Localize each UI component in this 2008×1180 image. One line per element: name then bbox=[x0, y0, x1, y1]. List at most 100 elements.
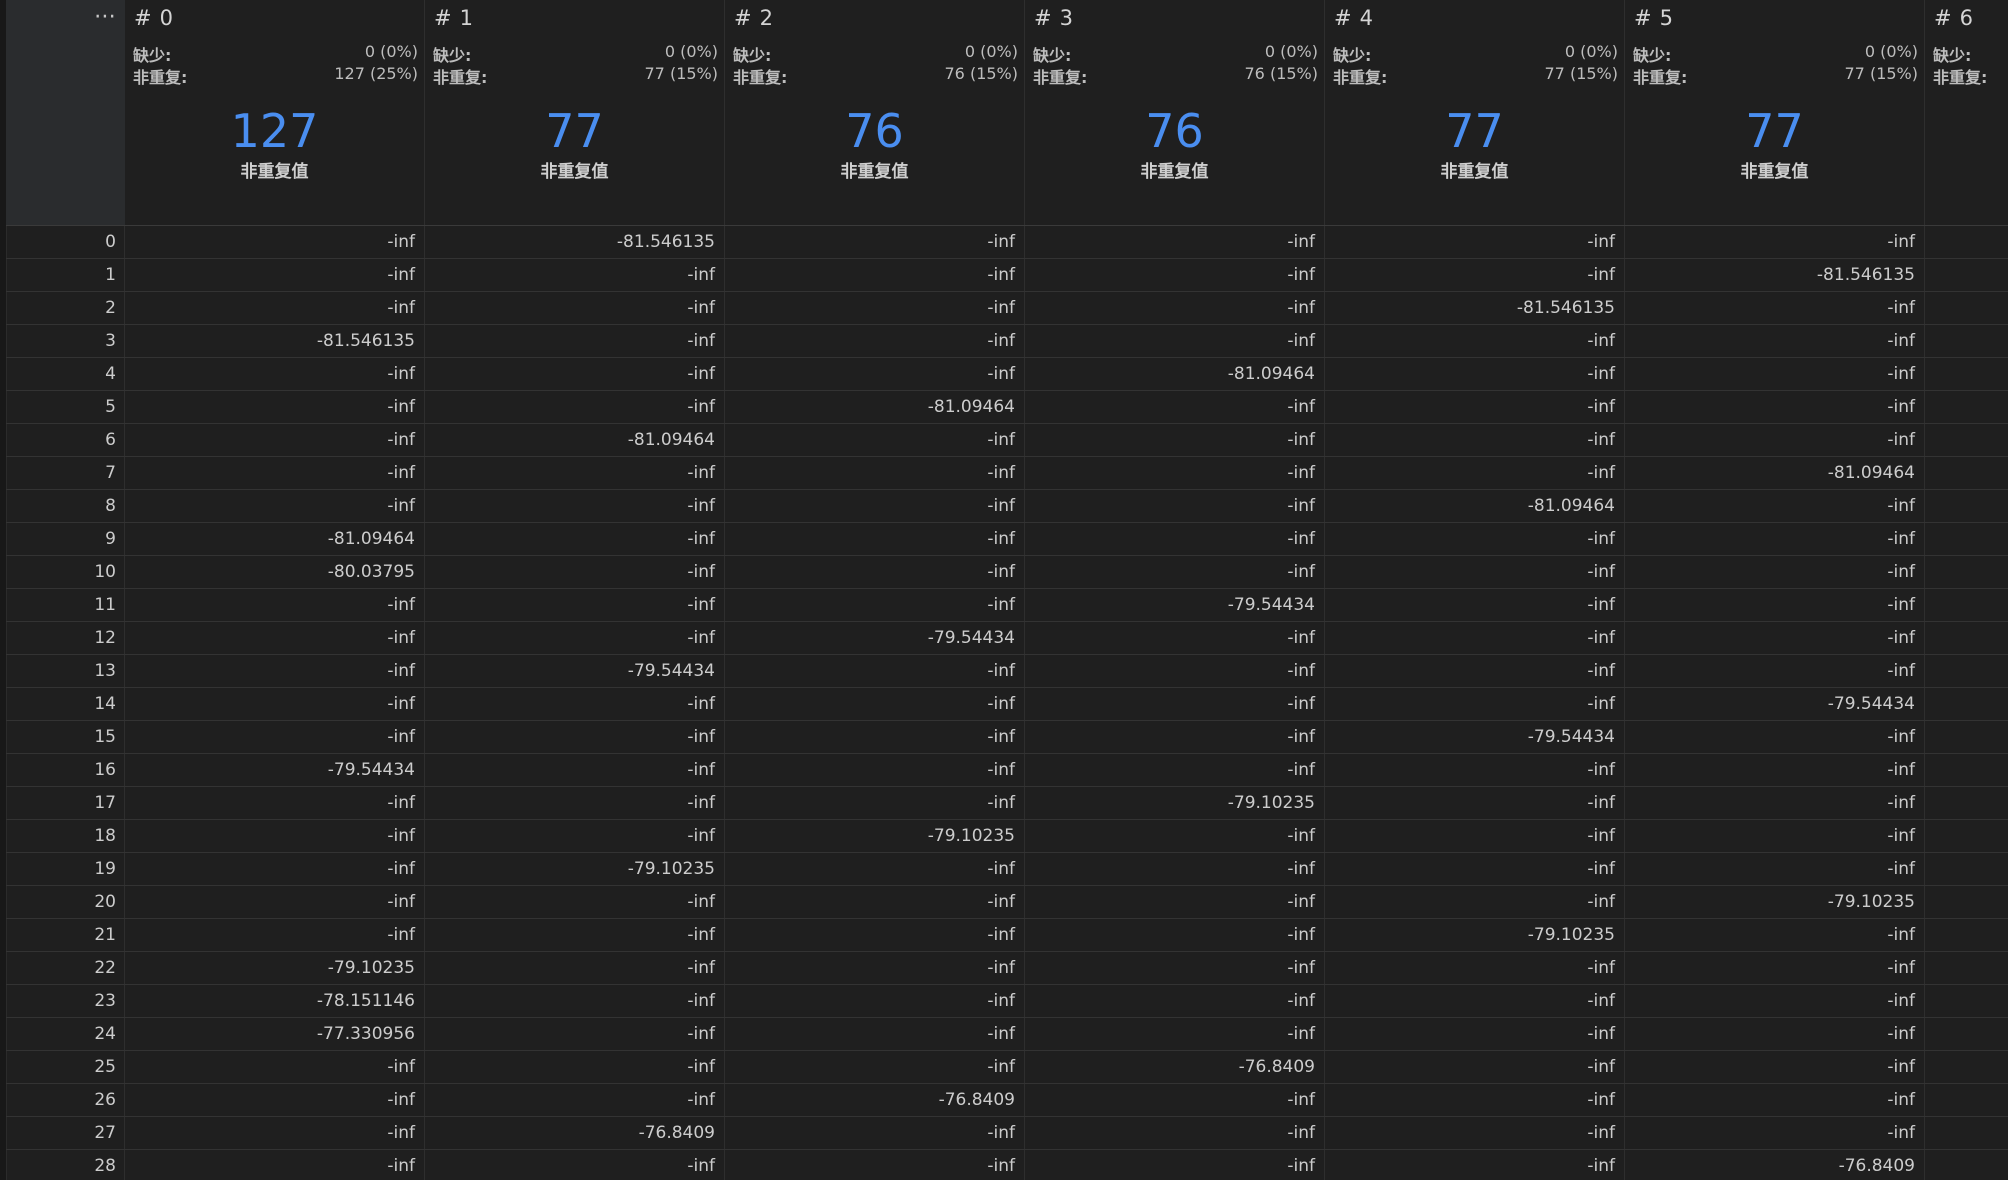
table-cell[interactable] bbox=[1925, 886, 2008, 918]
table-cell[interactable]: -inf bbox=[1325, 1150, 1625, 1180]
table-cell[interactable]: -81.546135 bbox=[425, 226, 725, 258]
more-options-icon[interactable]: ⋯ bbox=[94, 4, 117, 29]
table-cell[interactable]: -79.10235 bbox=[1025, 787, 1325, 819]
table-cell[interactable]: -inf bbox=[425, 589, 725, 621]
table-cell[interactable]: -inf bbox=[1025, 424, 1325, 456]
table-row[interactable]: 24 -77.330956 -inf -inf -inf -inf -inf bbox=[6, 1018, 2008, 1051]
table-cell[interactable]: -inf bbox=[125, 589, 425, 621]
table-cell[interactable]: -inf bbox=[1625, 1051, 1925, 1083]
table-cell[interactable] bbox=[1925, 820, 2008, 852]
table-cell[interactable] bbox=[1925, 952, 2008, 984]
table-cell[interactable]: -inf bbox=[425, 952, 725, 984]
table-cell[interactable]: -inf bbox=[1625, 490, 1925, 522]
table-cell[interactable]: -inf bbox=[1325, 886, 1625, 918]
table-cell[interactable]: -79.54434 bbox=[1025, 589, 1325, 621]
table-cell[interactable]: -inf bbox=[425, 391, 725, 423]
table-cell[interactable]: -inf bbox=[1325, 556, 1625, 588]
table-cell[interactable]: -81.09464 bbox=[1325, 490, 1625, 522]
table-cell[interactable]: -inf bbox=[1625, 787, 1925, 819]
table-cell[interactable]: -inf bbox=[1325, 358, 1625, 390]
table-cell[interactable] bbox=[1925, 325, 2008, 357]
table-cell[interactable]: -inf bbox=[1325, 655, 1625, 687]
table-row[interactable]: 1 -inf -inf -inf -inf -inf -81.546135 bbox=[6, 259, 2008, 292]
table-cell[interactable]: -79.10235 bbox=[725, 820, 1025, 852]
table-cell[interactable]: -76.8409 bbox=[1025, 1051, 1325, 1083]
table-cell[interactable]: -inf bbox=[125, 721, 425, 753]
column-header-1[interactable]: #1 缺少: 0 (0%) 非重复: 77 (15%) 77 非重复值 bbox=[425, 0, 725, 226]
table-cell[interactable]: -inf bbox=[725, 952, 1025, 984]
table-cell[interactable]: -inf bbox=[725, 556, 1025, 588]
table-cell[interactable] bbox=[1925, 721, 2008, 753]
table-cell[interactable]: -inf bbox=[1325, 952, 1625, 984]
table-cell[interactable]: -inf bbox=[1025, 622, 1325, 654]
table-cell[interactable]: -inf bbox=[1325, 622, 1625, 654]
table-cell[interactable]: -inf bbox=[425, 754, 725, 786]
table-cell[interactable]: -79.10235 bbox=[125, 952, 425, 984]
table-row[interactable]: 9 -81.09464 -inf -inf -inf -inf -inf bbox=[6, 523, 2008, 556]
table-cell[interactable] bbox=[1925, 589, 2008, 621]
table-cell[interactable]: -inf bbox=[725, 1117, 1025, 1149]
table-cell[interactable]: -inf bbox=[125, 1150, 425, 1180]
table-cell[interactable]: -79.10235 bbox=[1325, 919, 1625, 951]
table-cell[interactable]: -inf bbox=[125, 226, 425, 258]
table-cell[interactable]: -inf bbox=[1025, 754, 1325, 786]
table-cell[interactable]: -inf bbox=[1625, 721, 1925, 753]
table-cell[interactable]: -inf bbox=[425, 622, 725, 654]
table-row[interactable]: 17 -inf -inf -inf -79.10235 -inf -inf bbox=[6, 787, 2008, 820]
table-cell[interactable]: -inf bbox=[1625, 325, 1925, 357]
table-cell[interactable]: -81.09464 bbox=[425, 424, 725, 456]
table-cell[interactable]: -79.54434 bbox=[725, 622, 1025, 654]
table-row[interactable]: 26 -inf -inf -76.8409 -inf -inf -inf bbox=[6, 1084, 2008, 1117]
table-cell[interactable]: -inf bbox=[1325, 589, 1625, 621]
table-cell[interactable]: -inf bbox=[725, 1018, 1025, 1050]
table-cell[interactable]: -inf bbox=[1025, 556, 1325, 588]
table-row[interactable]: 7 -inf -inf -inf -inf -inf -81.09464 bbox=[6, 457, 2008, 490]
table-cell[interactable]: -inf bbox=[425, 1018, 725, 1050]
table-cell[interactable]: -81.09464 bbox=[1625, 457, 1925, 489]
table-cell[interactable]: -inf bbox=[725, 292, 1025, 324]
table-cell[interactable]: -inf bbox=[1625, 292, 1925, 324]
table-cell[interactable] bbox=[1925, 688, 2008, 720]
column-header-5[interactable]: #5 缺少: 0 (0%) 非重复: 77 (15%) 77 非重复值 bbox=[1625, 0, 1925, 226]
table-cell[interactable]: -inf bbox=[1325, 688, 1625, 720]
table-row[interactable]: 3 -81.546135 -inf -inf -inf -inf -inf bbox=[6, 325, 2008, 358]
table-cell[interactable] bbox=[1925, 358, 2008, 390]
table-cell[interactable]: -inf bbox=[1625, 589, 1925, 621]
table-cell[interactable]: -inf bbox=[1625, 820, 1925, 852]
table-cell[interactable]: -inf bbox=[125, 1084, 425, 1116]
table-cell[interactable]: -inf bbox=[125, 919, 425, 951]
table-cell[interactable] bbox=[1925, 754, 2008, 786]
table-cell[interactable]: -inf bbox=[125, 886, 425, 918]
table-cell[interactable]: -81.546135 bbox=[125, 325, 425, 357]
table-cell[interactable]: -inf bbox=[725, 919, 1025, 951]
column-header-4[interactable]: #4 缺少: 0 (0%) 非重复: 77 (15%) 77 非重复值 bbox=[1325, 0, 1625, 226]
table-row[interactable]: 14 -inf -inf -inf -inf -inf -79.54434 bbox=[6, 688, 2008, 721]
table-cell[interactable]: -inf bbox=[125, 622, 425, 654]
table-cell[interactable] bbox=[1925, 523, 2008, 555]
table-row[interactable]: 20 -inf -inf -inf -inf -inf -79.10235 bbox=[6, 886, 2008, 919]
table-cell[interactable]: -inf bbox=[1325, 1051, 1625, 1083]
table-cell[interactable]: -inf bbox=[1025, 820, 1325, 852]
table-cell[interactable] bbox=[1925, 259, 2008, 291]
table-cell[interactable]: -inf bbox=[725, 1051, 1025, 1083]
table-cell[interactable]: -inf bbox=[425, 490, 725, 522]
table-cell[interactable] bbox=[1925, 1051, 2008, 1083]
table-row[interactable]: 27 -inf -76.8409 -inf -inf -inf -inf bbox=[6, 1117, 2008, 1150]
table-cell[interactable]: -inf bbox=[125, 391, 425, 423]
table-row[interactable]: 21 -inf -inf -inf -inf -79.10235 -inf bbox=[6, 919, 2008, 952]
table-cell[interactable] bbox=[1925, 424, 2008, 456]
table-cell[interactable]: -inf bbox=[1625, 919, 1925, 951]
table-cell[interactable]: -inf bbox=[1025, 1150, 1325, 1180]
table-cell[interactable] bbox=[1925, 1084, 2008, 1116]
table-cell[interactable]: -inf bbox=[1625, 985, 1925, 1017]
table-cell[interactable]: -79.54434 bbox=[425, 655, 725, 687]
table-cell[interactable]: -76.8409 bbox=[725, 1084, 1025, 1116]
table-cell[interactable]: -79.10235 bbox=[1625, 886, 1925, 918]
table-cell[interactable]: -inf bbox=[1325, 457, 1625, 489]
table-cell[interactable]: -inf bbox=[1025, 952, 1325, 984]
table-cell[interactable] bbox=[1925, 853, 2008, 885]
table-cell[interactable]: -inf bbox=[1625, 358, 1925, 390]
table-cell[interactable]: -78.151146 bbox=[125, 985, 425, 1017]
table-cell[interactable]: -inf bbox=[1025, 853, 1325, 885]
table-cell[interactable] bbox=[1925, 292, 2008, 324]
